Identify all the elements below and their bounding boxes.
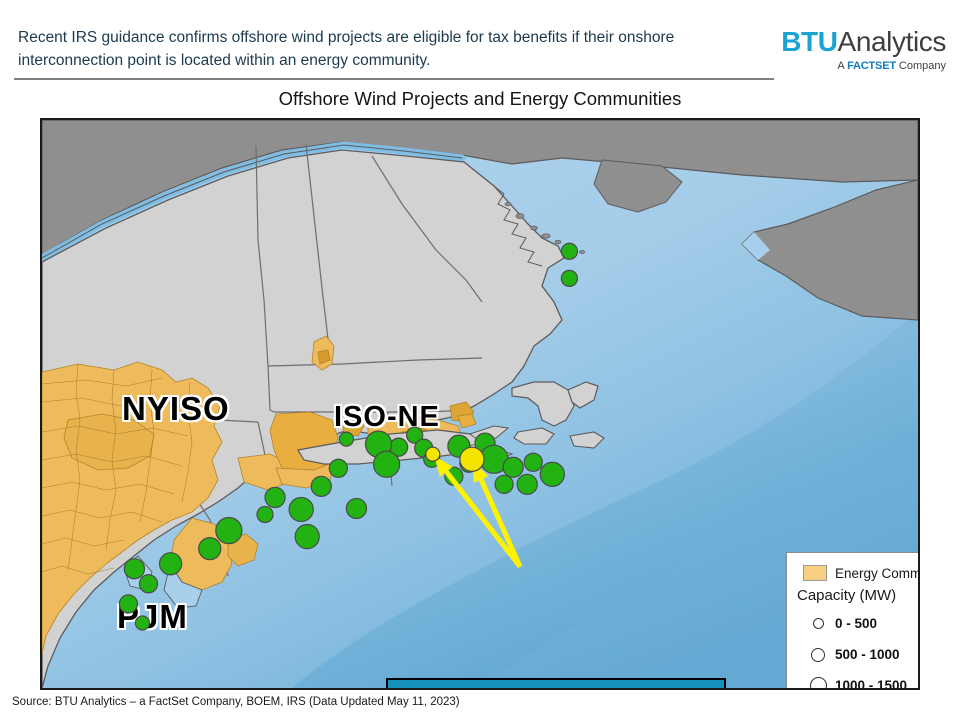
logo-btu-text: BTU [781,26,838,57]
header-statement: Recent IRS guidance confirms offshore wi… [18,29,675,70]
legend-size-circle-icon [812,618,824,629]
energy-community-swatch [803,565,827,581]
legend-capacity-row: 0 - 500 [801,608,918,639]
logo-tagline-prefix: A [837,60,848,72]
map-geography [42,120,918,688]
logo-factset-text: FACTSET [847,60,896,72]
page-title: Offshore Wind Projects and Energy Commun… [278,88,682,109]
legend-capacity-row: 1000 - 1500 [801,670,918,690]
iso-label-nyiso: NYISO [122,390,230,427]
legend-size-circle-icon [809,677,827,688]
legend-circle-wrap [801,647,835,662]
iso-label-pjm: PJM [117,598,188,635]
logo-tagline: A FACTSET Company [781,61,946,72]
callout-line-1: Vineyard Wind 1 (800 MW) and [398,687,714,688]
legend-size-circle-icon [811,647,825,662]
logo-analytics-text: Analytics [837,26,947,57]
legend-circle-wrap [801,618,835,629]
legend-circle-wrap [801,677,835,688]
map-canvas[interactable]: NYISO ISO-NE PJM Energy Community Capaci… [40,118,920,690]
logo-tagline-suffix: Company [895,60,946,72]
iso-label-iso-ne: ISO-NE [334,401,440,433]
header-divider [14,78,774,80]
legend-capacity-label: 1000 - 1500 [835,678,908,690]
source-note: Source: BTU Analytics – a FactSet Compan… [12,696,460,708]
btu-analytics-logo: BTUAnalytics A FACTSET Company [781,28,946,72]
legend-energy-community-row: Energy Community [803,565,920,581]
legend-capacity-label: 500 - 1000 [835,647,900,662]
legend-capacity-title: Capacity (MW) [797,587,897,604]
legend-capacity-row: 500 - 1000 [801,639,918,670]
annotation-callout: Vineyard Wind 1 (800 MW) and South Fork … [386,678,726,688]
legend-energy-community-label: Energy Community [835,565,920,581]
legend-capacity-label: 0 - 500 [835,616,878,631]
map-legend: Energy Community Capacity (MW) 0 - 500 50… [786,552,920,690]
